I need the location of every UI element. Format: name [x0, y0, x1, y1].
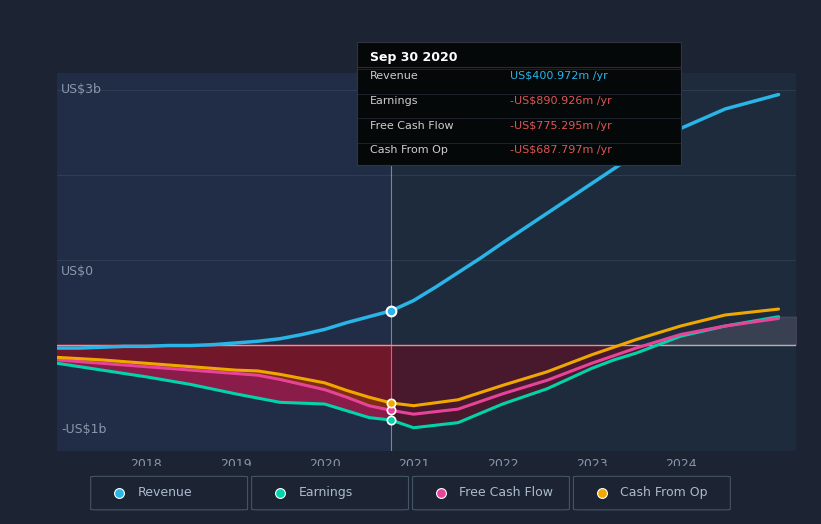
Text: US$0: US$0	[62, 265, 94, 278]
Text: Cash From Op: Cash From Op	[620, 486, 708, 499]
FancyBboxPatch shape	[412, 476, 570, 510]
Point	[434, 488, 447, 497]
Text: -US$890.926m /yr: -US$890.926m /yr	[510, 96, 612, 106]
Point	[385, 307, 398, 315]
Text: -US$1b: -US$1b	[62, 423, 107, 436]
Text: US$400.972m /yr: US$400.972m /yr	[510, 71, 608, 81]
Text: Revenue: Revenue	[370, 71, 419, 81]
FancyBboxPatch shape	[90, 476, 248, 510]
Point	[595, 488, 608, 497]
Bar	[57, 73, 392, 451]
Point	[112, 488, 126, 497]
Text: Earnings: Earnings	[298, 486, 352, 499]
Text: Earnings: Earnings	[370, 96, 419, 106]
Text: -US$687.797m /yr: -US$687.797m /yr	[510, 145, 612, 155]
Text: -US$775.295m /yr: -US$775.295m /yr	[510, 121, 612, 130]
Text: Revenue: Revenue	[137, 486, 192, 499]
Point	[385, 416, 398, 424]
Text: Free Cash Flow: Free Cash Flow	[370, 121, 454, 130]
Text: US$3b: US$3b	[62, 83, 102, 96]
FancyBboxPatch shape	[573, 476, 731, 510]
Text: Cash From Op: Cash From Op	[370, 145, 448, 155]
FancyBboxPatch shape	[251, 476, 409, 510]
Text: Free Cash Flow: Free Cash Flow	[459, 486, 553, 499]
Text: Past: Past	[358, 96, 384, 109]
Text: Analysts Forecasts: Analysts Forecasts	[399, 96, 515, 109]
Text: Sep 30 2020: Sep 30 2020	[370, 50, 457, 63]
Point	[385, 399, 398, 407]
Point	[273, 488, 287, 497]
Point	[385, 406, 398, 414]
